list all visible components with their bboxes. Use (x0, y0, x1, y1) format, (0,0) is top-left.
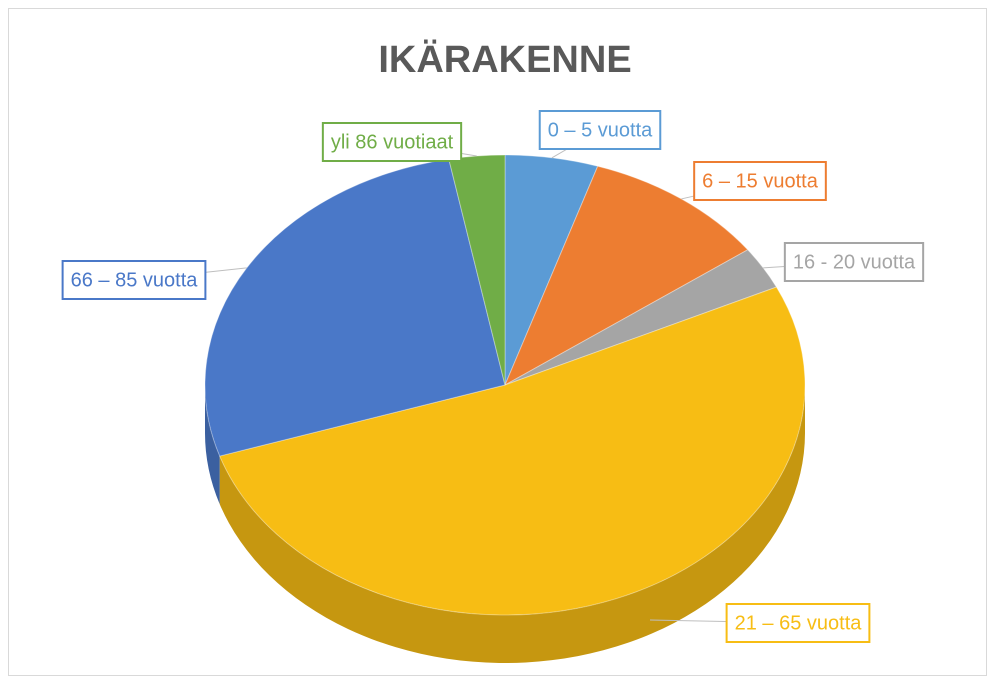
label-text: yli 86 vuotiaat (331, 131, 454, 153)
label-box (61, 260, 207, 300)
label-text: 6 – 15 vuotta (702, 170, 819, 192)
slice (503, 165, 749, 387)
label-text: 66 – 85 vuotta (71, 269, 199, 291)
label-box (321, 122, 463, 162)
data-label: yli 86 vuotiaat (321, 122, 463, 162)
chart-title: IKÄRAKENNE (378, 38, 631, 81)
label-box (783, 242, 925, 282)
slice (504, 249, 778, 386)
label-text: 0 – 5 vuotta (548, 119, 653, 141)
slice (504, 154, 599, 386)
label-text: 21 – 65 vuotta (735, 612, 863, 634)
slice (218, 286, 806, 616)
data-label: 6 – 15 vuotta (693, 161, 827, 201)
label-box (725, 603, 871, 643)
data-label: 66 – 85 vuotta (61, 260, 207, 300)
data-label: 21 – 65 vuotta (725, 603, 871, 643)
label-box (693, 161, 827, 201)
slice-side (219, 385, 805, 663)
data-label: 0 – 5 vuotta (538, 110, 662, 150)
label-box (538, 110, 662, 150)
slice (204, 158, 506, 457)
slice-side (205, 385, 220, 505)
label-text: 16 - 20 vuotta (793, 251, 916, 273)
data-label: 16 - 20 vuotta (783, 242, 925, 282)
